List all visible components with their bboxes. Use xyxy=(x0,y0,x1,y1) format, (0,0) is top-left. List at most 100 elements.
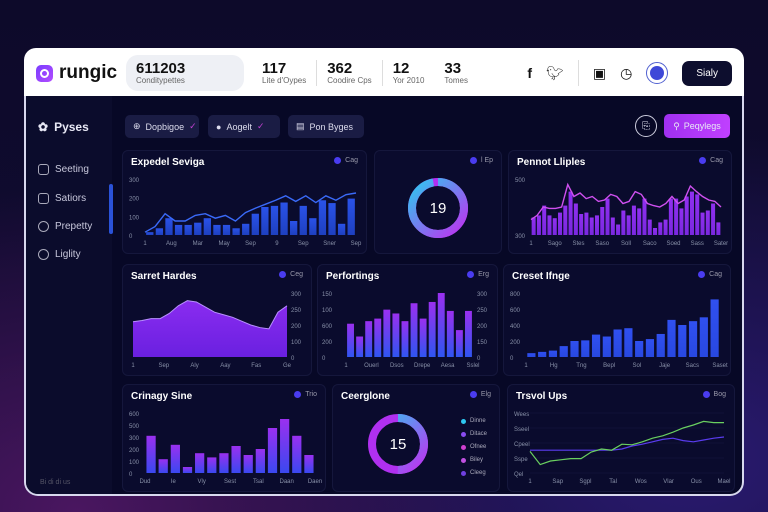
header-button[interactable]: Sialy xyxy=(682,60,732,86)
chart-legend[interactable]: Trio xyxy=(294,391,317,398)
bar xyxy=(591,334,601,357)
sidebar-item-label: Prepetty xyxy=(55,221,93,232)
legend-label: Ditace xyxy=(469,431,487,437)
sidebar-item-prepetty[interactable]: Prepetty xyxy=(38,221,92,232)
bar xyxy=(700,212,705,235)
bar xyxy=(663,219,668,235)
sidebar-item-liglity[interactable]: Liglity xyxy=(38,249,81,260)
chart-legend[interactable]: Cag xyxy=(698,271,722,278)
sidebar-scrollbar[interactable] xyxy=(109,184,113,234)
chart-card-trsvol: Trsvol Ups Bog Wees Sseel Cpeel Sspe Qel 1 Sap Sg… xyxy=(507,384,735,492)
clock-icon[interactable]: ◷ xyxy=(620,64,633,81)
bar xyxy=(621,210,626,235)
chart-svg: 800 600 400 200 0 1 Hg Tng Bepl Sol Jaje Sacs Saset xyxy=(510,292,728,369)
stat-label: Coodire Cps xyxy=(327,75,372,85)
bar xyxy=(222,224,231,235)
bar xyxy=(538,351,547,357)
bar xyxy=(552,218,557,235)
legend-swatch xyxy=(460,419,466,424)
trend-line xyxy=(530,182,722,221)
chart-title: Pennot Lliples xyxy=(517,157,586,168)
legend-label: Cag xyxy=(345,157,358,164)
avatar[interactable] xyxy=(646,62,669,84)
x-tick-label: Fas xyxy=(251,363,261,369)
x-tick-label: Aesa xyxy=(441,363,455,369)
bar xyxy=(182,467,193,473)
chart-svg: Wees Sseel Cpeel Sspe Qel 1 Sap Sgpl Tal Wos Vlar O… xyxy=(514,412,731,485)
main-panel: ✿ Pyses Seeting Satiors Prepetty Liglity … xyxy=(24,96,744,496)
chart-title: Expedel Seviga xyxy=(131,157,205,168)
bar xyxy=(232,228,240,235)
bar xyxy=(542,205,547,235)
x-tick-label: Stes xyxy=(572,241,584,247)
x-tick-label: Ous xyxy=(691,479,702,485)
x-tick-label: Aay xyxy=(220,363,230,369)
bar xyxy=(531,217,536,235)
bar xyxy=(688,321,698,357)
legend-label: Dinne xyxy=(469,418,486,424)
toolbar-button-dopbigoe[interactable]: ⊕ Dopbigoe ✓ xyxy=(125,115,199,138)
y-tick-label: 200 xyxy=(129,197,140,203)
calendar-icon[interactable]: ▣ xyxy=(592,64,607,81)
legend-item: Cleeg xyxy=(460,467,487,480)
bar xyxy=(347,323,354,357)
x-tick-label: Sago xyxy=(548,241,563,247)
x-tick-label: Sol xyxy=(633,363,642,369)
toolbar-button-pon-byges[interactable]: ▤ Pon Byges xyxy=(288,115,364,138)
stat-label: Tomes xyxy=(444,75,468,85)
chart-legend[interactable]: l Ep xyxy=(469,157,493,164)
bar xyxy=(642,198,647,235)
divider xyxy=(381,60,383,86)
chart-legend[interactable]: Ceg xyxy=(279,271,303,278)
chart-card-perfortings: Perfortings Erg 300 250 200 150 0 150 100 600 200 0… xyxy=(317,264,498,376)
sidebar-item-seeting[interactable]: Seeting xyxy=(38,164,89,175)
sidebar-brand: ✿ Pyses xyxy=(38,120,89,134)
bar xyxy=(631,205,636,235)
area-fill xyxy=(133,300,287,357)
area-line xyxy=(132,300,288,330)
clipboard-icon[interactable]: ⎘ xyxy=(635,115,657,137)
logo[interactable]: rungic xyxy=(36,62,126,84)
bar xyxy=(689,191,694,235)
x-tick-label: Ouerl xyxy=(364,363,379,369)
chart-legend[interactable]: Erg xyxy=(467,271,489,278)
primary-button[interactable]: ⚲ Peqylegs xyxy=(664,114,730,138)
bar xyxy=(270,205,279,235)
stat-value: 33 xyxy=(444,59,462,77)
bar xyxy=(602,336,611,357)
facebook-icon[interactable]: f xyxy=(527,65,533,81)
x-tick-label: Aug xyxy=(166,241,177,247)
bar xyxy=(280,202,288,235)
button-label: Pon Byges xyxy=(309,121,354,132)
logo-text: rungic xyxy=(59,62,118,83)
check-icon: ✓ xyxy=(256,121,265,131)
bar xyxy=(626,215,631,235)
stat-4: 33 Tomes xyxy=(434,61,478,85)
toolbar-button-aogelt[interactable]: ● Aogelt ✓ xyxy=(208,115,280,138)
bar xyxy=(146,232,154,235)
bar xyxy=(558,212,563,235)
y-tick-label: 200 xyxy=(322,340,333,346)
stat-0: 611203 Conditypettes xyxy=(126,54,244,92)
chart-legend[interactable]: Elg xyxy=(469,391,491,398)
x-tick-label: Saset xyxy=(712,363,728,369)
bar xyxy=(267,428,278,473)
chart-legend[interactable]: Cag xyxy=(334,157,358,164)
bar xyxy=(710,299,719,357)
bar xyxy=(679,208,684,235)
brand-text: Pyses xyxy=(54,120,89,134)
chart-legend[interactable]: Cag xyxy=(699,157,723,164)
chart-legend[interactable]: Bog xyxy=(702,391,726,398)
bar xyxy=(337,223,346,235)
bar xyxy=(155,228,164,235)
sidebar-item-satiors[interactable]: Satiors xyxy=(38,193,86,204)
donut-center-value: 15 xyxy=(390,436,407,453)
divider xyxy=(577,60,579,86)
bar xyxy=(579,214,584,235)
x-tick-label: Dud xyxy=(139,479,150,485)
legend-swatch xyxy=(460,458,466,463)
y-tick-label: 200 xyxy=(510,340,521,346)
legend-swatch xyxy=(460,471,466,476)
x-tick-label: Sacs xyxy=(686,363,699,369)
twitter-icon[interactable]: 🐦︎ xyxy=(546,64,564,81)
